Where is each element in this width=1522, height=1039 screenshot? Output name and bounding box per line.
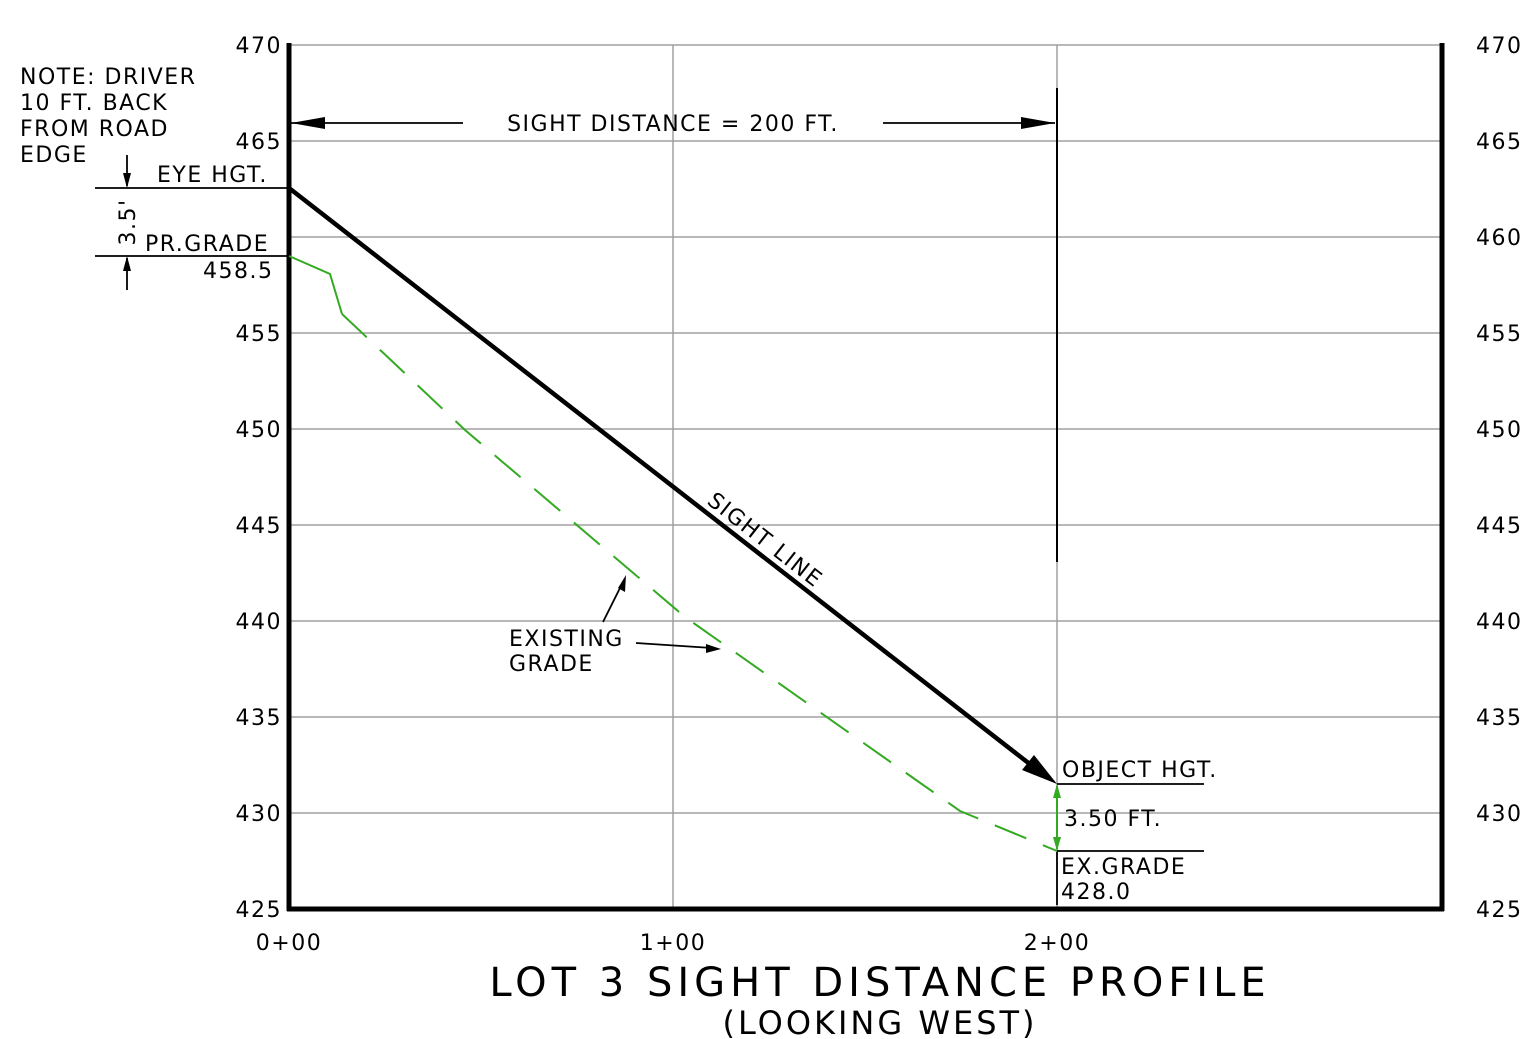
driver-note: NOTE: DRIVER 10 FT. BACK FROM ROAD EDGE [20,65,196,168]
y-axis-left-labels: 470 465 460 455 450 445 440 435 430 425 [236,34,283,923]
eye-height-label: EYE HGT. [157,163,268,188]
existing-grade-end-value: 428.0 [1061,880,1131,905]
y-tick-left: 445 [236,514,283,539]
y-tick-right: 435 [1476,706,1522,731]
y-tick-left: 450 [236,418,283,443]
note-line: EDGE [20,143,88,168]
x-tick: 0+00 [256,931,322,956]
y-tick-right: 460 [1476,226,1522,251]
object-height-dimension: 3.50 FT. [1064,807,1162,832]
sight-distance-label: SIGHT DISTANCE = 200 FT. [507,112,839,137]
y-tick-left: 465 [236,130,283,155]
eye-height-dimension: 3.5' [116,198,141,245]
existing-grade-end-label: EX.GRADE [1061,855,1186,880]
diagram-subtitle: (LOOKING WEST) [722,1004,1037,1039]
x-axis-labels: 0+00 1+00 2+00 [256,931,1090,956]
sight-line [287,186,1057,784]
y-tick-right: 455 [1476,322,1522,347]
y-tick-right: 465 [1476,130,1522,155]
sight-line-label: SIGHT LINE [702,488,827,593]
diagram-title: LOT 3 SIGHT DISTANCE PROFILE [489,960,1270,1006]
note-line: 10 FT. BACK [20,91,168,116]
y-tick-right: 425 [1476,898,1522,923]
note-line: NOTE: DRIVER [20,65,196,90]
proposed-grade-label: PR.GRADE [145,232,269,257]
eye-height-annotation [95,155,289,290]
y-tick-right: 440 [1476,610,1522,635]
existing-grade-line [288,255,1061,852]
object-height-annotation [1056,783,1204,905]
note-line: FROM ROAD [20,117,169,142]
y-tick-left: 440 [236,610,283,635]
y-tick-right: 445 [1476,514,1522,539]
x-tick: 2+00 [1024,931,1090,956]
y-tick-right: 470 [1476,34,1522,59]
existing-grade-label-line1: EXISTING [509,627,624,652]
y-tick-left: 430 [236,802,283,827]
y-tick-left: 470 [236,34,283,59]
existing-grade-label-line2: GRADE [509,652,594,677]
frame [286,43,1445,912]
grid [289,44,1442,909]
sight-distance-dimension [291,88,1058,562]
object-height-label: OBJECT HGT. [1062,758,1218,783]
y-tick-right: 450 [1476,418,1522,443]
y-tick-left: 435 [236,706,283,731]
proposed-grade-value: 458.5 [203,259,273,284]
y-tick-left: 425 [236,898,283,923]
y-tick-right: 430 [1476,802,1522,827]
y-axis-right-labels: 470 465 460 455 450 445 440 435 430 425 [1476,34,1522,923]
existing-grade-leaders [602,575,721,653]
x-tick: 1+00 [640,931,706,956]
y-tick-left: 455 [236,322,283,347]
